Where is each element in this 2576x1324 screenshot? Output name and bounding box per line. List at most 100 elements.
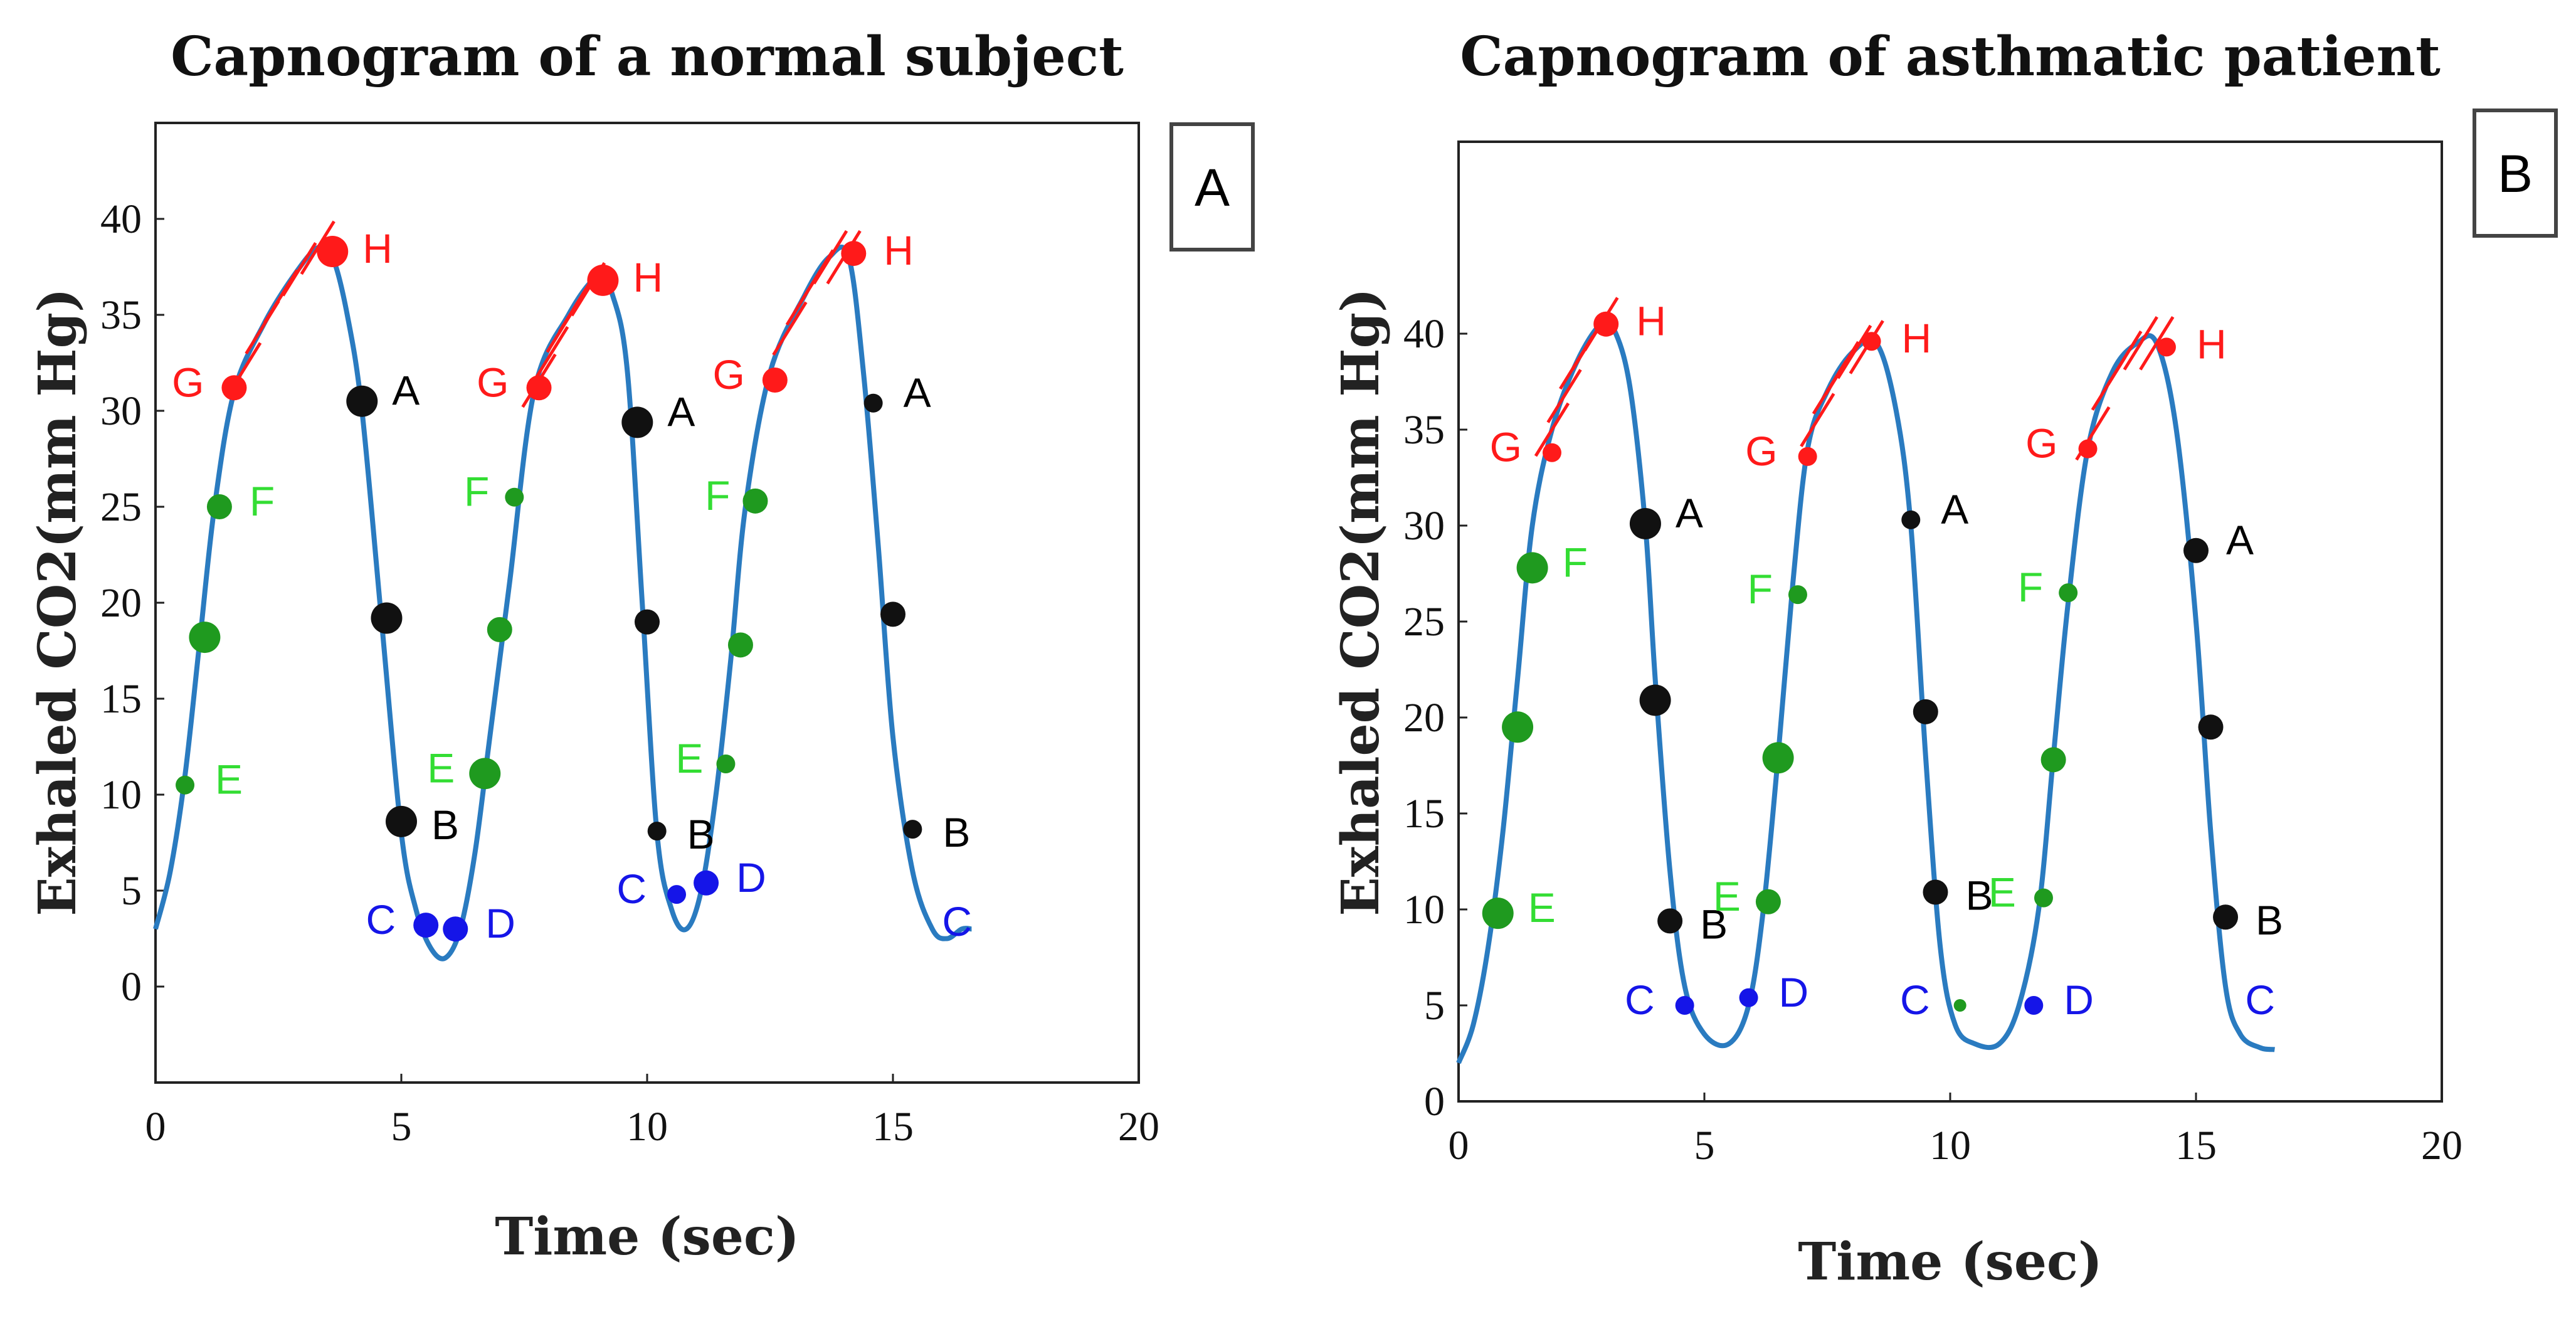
- phase-point-g: [1542, 443, 1561, 462]
- phase-point-e: [469, 758, 501, 790]
- phase-point-g: [1798, 447, 1817, 466]
- phase-label-a: A: [1676, 490, 1703, 536]
- y-tick-label: 15: [1403, 791, 1445, 837]
- phase-label-f: F: [2018, 564, 2043, 610]
- hatch-mark: [1836, 324, 1872, 379]
- phase-point-b: [1657, 908, 1683, 934]
- phase-point-h: [1593, 311, 1619, 337]
- phase-label-h: H: [1902, 315, 1932, 361]
- phase-label-g: G: [1745, 428, 1777, 474]
- phase-label-e: E: [427, 744, 455, 791]
- y-tick-label: 40: [100, 196, 142, 242]
- phase-label-h: H: [884, 227, 914, 273]
- hatch-mark: [533, 326, 569, 381]
- phase-point-e: [2034, 888, 2053, 908]
- hatch-mark: [2123, 315, 2158, 371]
- phase-point-f: [206, 494, 232, 519]
- y-tick-label: 15: [100, 676, 142, 722]
- co2-curve: [153, 243, 972, 961]
- phase-point-f: [1516, 552, 1548, 584]
- phase-point-b: [1923, 879, 1948, 905]
- phase-point-f: [2059, 583, 2078, 603]
- phase-label-d: D: [736, 854, 766, 901]
- phase-label-b: B: [1700, 901, 1728, 947]
- phase-point-h: [841, 241, 867, 267]
- phase-label-h: H: [633, 254, 663, 300]
- phase-label-f: F: [464, 469, 489, 515]
- hatch-mark: [812, 230, 848, 285]
- phase-label-b: B: [431, 802, 459, 848]
- phase-point-a: [1901, 510, 1921, 529]
- panel-letter-box: [1169, 122, 1255, 252]
- phase-point-a: [346, 385, 378, 417]
- phase-label-f: F: [1563, 539, 1588, 585]
- hatch-mark: [558, 278, 594, 333]
- phase-point-h: [317, 236, 349, 268]
- panel-letter: A: [1195, 158, 1230, 217]
- panel-letter-box: [2473, 109, 2558, 238]
- phase-label-b: B: [942, 809, 970, 855]
- hatch-mark: [1534, 402, 1570, 457]
- phase-label-c: C: [2245, 977, 2275, 1023]
- phase-label-d: D: [1779, 969, 1809, 1015]
- x-axis-label: Time (sec): [495, 1207, 800, 1267]
- y-tick-label: 25: [1403, 599, 1445, 645]
- phase-label-e: E: [1988, 869, 2016, 916]
- phase-label-g: G: [712, 351, 744, 398]
- phase-point-a: [2183, 538, 2209, 563]
- panel-letter: B: [2498, 144, 2533, 203]
- phase-label-e: E: [675, 735, 703, 781]
- phase-label-a: A: [392, 368, 420, 414]
- phase-label-c: C: [1625, 977, 1655, 1023]
- phase-point-c: [667, 885, 687, 904]
- phase-point-b: [2213, 904, 2239, 930]
- phase-point-g: [762, 368, 788, 393]
- y-tick-label: 30: [100, 388, 142, 434]
- phase-point-b: [903, 820, 922, 839]
- x-tick-label: 5: [1694, 1123, 1715, 1168]
- x-tick-label: 5: [391, 1104, 412, 1150]
- y-tick-label: 10: [1403, 887, 1445, 933]
- phase-label-h: H: [2197, 320, 2227, 367]
- phase-point-c: [1953, 999, 1966, 1012]
- y-tick-label: 5: [1424, 983, 1445, 1029]
- x-tick-label: 0: [1449, 1123, 1469, 1168]
- phase-point-a: [1629, 507, 1661, 539]
- y-tick-label: 10: [100, 772, 142, 818]
- x-tick-label: 20: [1118, 1104, 1159, 1150]
- phase-label-a: A: [2226, 517, 2254, 563]
- x-tick-label: 20: [2421, 1123, 2463, 1168]
- y-axis-label: Exhaled CO2(mm Hg): [1331, 288, 1391, 916]
- phase-point-unlabeled: [2198, 714, 2224, 740]
- phase-point-unlabeled: [727, 632, 753, 658]
- phase-label-e: E: [215, 756, 243, 803]
- phase-point-d: [2024, 996, 2044, 1015]
- phase-point-unlabeled: [1502, 711, 1534, 743]
- phase-label-d: D: [485, 900, 515, 946]
- chart-title: Capnogram of asthmatic patient: [1460, 25, 2441, 88]
- phase-label-f: F: [250, 478, 275, 524]
- phase-point-g: [2078, 439, 2098, 458]
- phase-point-unlabeled: [371, 602, 403, 634]
- phase-label-f: F: [705, 472, 730, 519]
- phase-point-h: [587, 264, 619, 296]
- phase-point-unlabeled: [1762, 742, 1794, 774]
- phase-point-d: [443, 916, 468, 942]
- x-tick-label: 15: [872, 1104, 914, 1150]
- phase-label-g: G: [2025, 420, 2057, 467]
- phase-label-g: G: [172, 359, 204, 405]
- y-tick-label: 20: [100, 580, 142, 626]
- phase-point-unlabeled: [880, 601, 905, 627]
- phase-label-a: A: [667, 388, 695, 435]
- hatch-mark: [1824, 341, 1860, 396]
- phase-point-g: [526, 375, 552, 401]
- phase-label-g: G: [1490, 424, 1522, 470]
- phase-label-e: E: [1528, 884, 1556, 931]
- hatch-mark: [1546, 369, 1582, 423]
- hatch-mark: [282, 242, 317, 297]
- phase-point-c: [413, 913, 439, 938]
- y-tick-label: 20: [1403, 695, 1445, 741]
- phase-label-g: G: [477, 359, 509, 405]
- y-tick-label: 0: [1424, 1079, 1445, 1125]
